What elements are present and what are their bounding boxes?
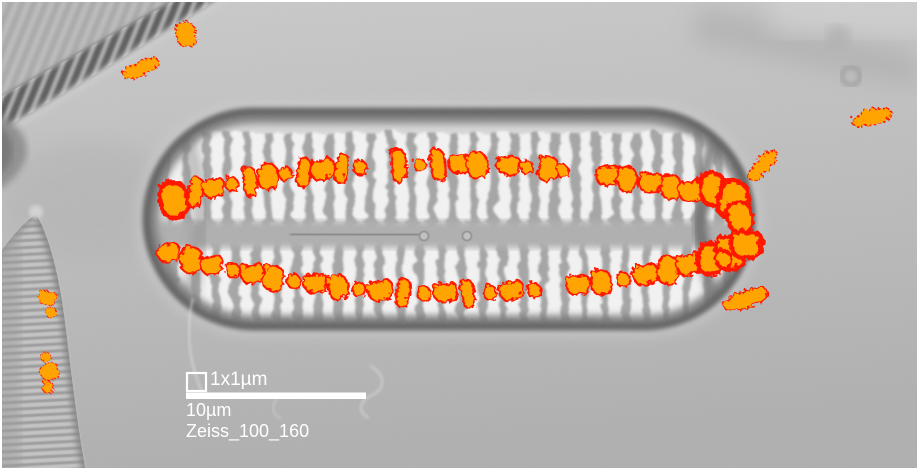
scale-bar-label: 10µm [186,400,232,420]
scale-square-label: 1x1µm [210,369,268,390]
system-label: Zeiss_100_160 [186,421,310,441]
